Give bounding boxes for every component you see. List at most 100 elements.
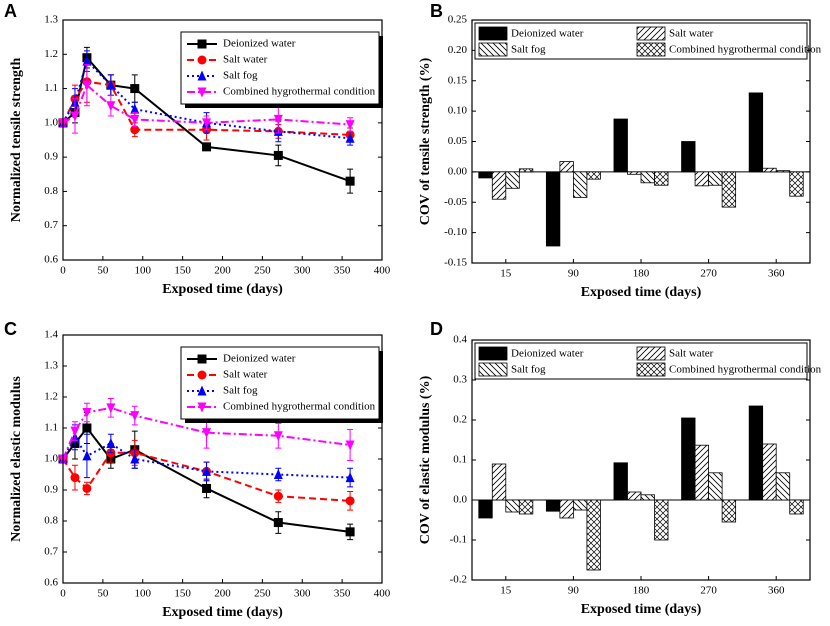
marker xyxy=(82,55,92,66)
marker xyxy=(197,385,207,396)
x-tick-label: 100 xyxy=(135,588,152,600)
marker xyxy=(197,55,207,65)
marker xyxy=(273,469,283,479)
legend-swatch xyxy=(636,362,666,377)
y-axis-label: Normalized tensile strength xyxy=(9,57,24,222)
x-tick-label: 360 xyxy=(768,585,785,597)
bar xyxy=(708,171,723,186)
y-tick-label: 1.2 xyxy=(44,391,58,403)
bar xyxy=(721,171,737,208)
bar xyxy=(559,499,574,519)
x-tick-label: 15 xyxy=(500,585,512,597)
y-tick-label: 0.00 xyxy=(448,165,468,177)
x-tick-label: 400 xyxy=(374,265,391,277)
bar xyxy=(681,417,696,501)
x-tick-label: 300 xyxy=(294,265,311,277)
legend-label: Salt fog xyxy=(223,70,258,82)
marker xyxy=(197,70,207,81)
x-axis-label: Exposed time (days) xyxy=(581,285,702,300)
x-tick-label: 300 xyxy=(294,588,311,600)
legend-label: Combined hygrothermal condition xyxy=(223,86,376,98)
bar xyxy=(694,444,710,501)
x-axis-label: Exposed time (days) xyxy=(162,605,283,620)
marker xyxy=(345,496,355,506)
bar xyxy=(559,161,574,173)
marker xyxy=(70,111,80,122)
marker xyxy=(197,370,207,380)
y-tick-label: 0.10 xyxy=(448,105,468,117)
marker xyxy=(273,431,283,442)
y-tick-label: 0.15 xyxy=(448,74,468,86)
bar xyxy=(762,443,777,501)
marker xyxy=(106,403,116,414)
marker xyxy=(197,402,207,413)
plot-frame xyxy=(471,339,811,581)
legend-label: Combined hygrothermal condition xyxy=(669,364,822,376)
marker xyxy=(273,114,283,125)
y-tick-label: 0.6 xyxy=(44,577,58,589)
y-tick-label: -0.2 xyxy=(450,574,467,586)
y-tick-label: 0.0 xyxy=(453,494,467,506)
legend-label: Salt water xyxy=(223,369,268,381)
y-tick-label: 0.8 xyxy=(44,185,58,197)
legend-swatch xyxy=(636,26,666,41)
bar xyxy=(654,171,669,186)
marker xyxy=(202,465,212,476)
bar xyxy=(748,92,764,173)
y-tick-label: -0.1 xyxy=(450,534,467,546)
x-tick-label: 350 xyxy=(334,588,351,600)
marker xyxy=(70,473,80,483)
y-axis-label: COV of tensile strength (%) xyxy=(418,57,433,225)
bar xyxy=(478,499,493,519)
marker xyxy=(130,453,140,464)
bar xyxy=(613,462,628,501)
bar xyxy=(505,171,520,189)
bar xyxy=(573,171,588,198)
panel-label: C xyxy=(4,319,17,339)
y-tick-label: -0.10 xyxy=(444,226,467,238)
bar xyxy=(681,141,696,173)
y-tick-label: 0.8 xyxy=(44,515,58,527)
legend-swatch xyxy=(636,346,666,361)
marker xyxy=(82,423,92,433)
marker xyxy=(130,411,140,422)
bar xyxy=(505,499,520,513)
panel-label: B xyxy=(430,1,443,21)
y-tick-label: 1.4 xyxy=(44,329,58,341)
series-line xyxy=(62,80,351,136)
x-tick-label: 270 xyxy=(700,268,717,280)
marker xyxy=(202,483,212,493)
y-tick-label: 1.2 xyxy=(44,48,58,60)
bar xyxy=(789,499,804,515)
legend-swatch xyxy=(478,362,508,377)
y-tick-label: 0.20 xyxy=(448,44,468,56)
legend-swatch xyxy=(478,42,508,57)
marker xyxy=(197,39,207,49)
bar xyxy=(586,499,601,571)
y-tick-label: 0.05 xyxy=(448,135,468,147)
legend-label: Salt water xyxy=(669,28,714,40)
y-tick-label: -0.15 xyxy=(444,257,467,269)
marker xyxy=(202,118,212,129)
x-tick-label: 90 xyxy=(568,268,580,280)
marker xyxy=(273,491,283,501)
y-tick-label: 0.2 xyxy=(453,414,467,426)
panel-label: D xyxy=(430,319,443,339)
x-tick-label: 90 xyxy=(568,585,580,597)
series-line xyxy=(62,59,351,140)
marker xyxy=(345,472,355,483)
marker xyxy=(345,132,355,143)
marker xyxy=(130,103,140,114)
bar xyxy=(586,171,601,180)
marker xyxy=(345,120,355,131)
y-tick-label: 0.7 xyxy=(44,219,58,231)
bar xyxy=(573,499,588,511)
y-tick-label: 1.3 xyxy=(44,14,58,26)
y-tick-label: 0.6 xyxy=(44,254,58,266)
bar xyxy=(627,171,642,175)
bar xyxy=(708,472,723,501)
bar xyxy=(491,463,507,501)
legend-label: Combined hygrothermal condition xyxy=(223,401,376,413)
bar xyxy=(545,499,561,512)
